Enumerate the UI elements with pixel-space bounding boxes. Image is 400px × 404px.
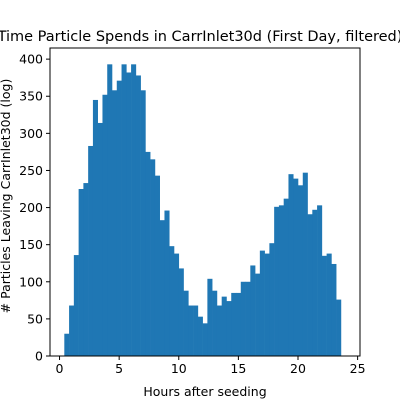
- histogram-bar: [174, 253, 180, 356]
- histogram-bar: [78, 189, 84, 356]
- histogram-bar: [193, 305, 199, 356]
- histogram-bar: [250, 265, 256, 356]
- histogram-bar: [178, 268, 184, 356]
- histogram-bar: [212, 290, 218, 356]
- histogram-bar: [202, 323, 208, 356]
- histogram-bar: [116, 80, 122, 356]
- histogram-bar: [150, 159, 156, 356]
- x-tick-label: 5: [115, 361, 123, 376]
- x-axis-label: Hours after seeding: [143, 384, 266, 399]
- histogram-bar: [302, 172, 308, 356]
- y-tick-label: 350: [19, 89, 43, 104]
- histogram-bar: [102, 94, 108, 356]
- histogram-bar: [64, 333, 70, 356]
- histogram-bar: [278, 205, 284, 356]
- histogram-bar: [283, 198, 289, 356]
- y-tick-label: 0: [35, 349, 43, 364]
- histogram-bar: [159, 220, 165, 356]
- histogram-bar: [83, 183, 89, 356]
- histogram-bar: [264, 253, 270, 356]
- histogram-bar: [288, 174, 294, 356]
- histogram-bar: [188, 305, 194, 356]
- x-tick-label: 25: [350, 361, 366, 376]
- histogram-bar: [97, 122, 103, 357]
- y-axis-label: # Particles Leaving CarrInlet30d (log): [0, 79, 13, 314]
- x-axis-ticks: 0 5 10 15 20 25: [56, 356, 366, 376]
- histogram-bar: [69, 305, 75, 356]
- histogram-bar: [92, 99, 98, 356]
- histogram-bar: [145, 151, 151, 356]
- axes-frame: [49, 47, 361, 357]
- y-axis-ticks: 0 50 100 150 200 250 300 350 400: [19, 52, 50, 364]
- histogram-bar: [226, 301, 232, 356]
- histogram-bar: [231, 292, 237, 356]
- histogram-bar: [183, 290, 189, 356]
- x-tick-label: 20: [290, 361, 306, 376]
- y-tick-label: 300: [19, 126, 43, 141]
- chart-title: Time Particle Spends in CarrInlet30d (Fi…: [0, 29, 400, 45]
- histogram-bar: [88, 145, 94, 356]
- histogram-bar: [197, 316, 203, 356]
- histogram-bar: [317, 205, 323, 356]
- histogram-bar: [255, 273, 261, 356]
- histogram-bar: [259, 250, 265, 356]
- x-tick-label: 10: [171, 361, 187, 376]
- histogram-bars: [64, 64, 342, 357]
- histogram-bar: [140, 90, 146, 357]
- histogram-bar: [298, 185, 304, 356]
- histogram-bar: [131, 64, 137, 356]
- histogram-bar: [240, 281, 246, 356]
- y-tick-label: 50: [27, 311, 43, 326]
- histogram-bar: [169, 246, 175, 356]
- y-tick-label: 250: [19, 163, 43, 178]
- y-tick-label: 100: [19, 274, 43, 289]
- histogram-bar: [312, 209, 318, 356]
- histogram-bar: [107, 64, 113, 356]
- histogram-bar: [307, 214, 313, 356]
- histogram-bar: [326, 253, 332, 356]
- histogram-bar: [245, 281, 251, 356]
- histogram-bar: [164, 210, 170, 356]
- histogram-bar: [236, 292, 242, 356]
- histogram-bar: [112, 90, 118, 357]
- histogram-bar: [216, 305, 222, 356]
- plot-border: [49, 47, 361, 357]
- histogram-bar: [336, 299, 342, 356]
- histogram-bar: [274, 206, 280, 356]
- histogram-bar: [73, 255, 79, 356]
- x-tick-label: 0: [56, 361, 64, 376]
- histogram-bar: [221, 296, 227, 356]
- histogram-bar: [207, 278, 213, 356]
- histogram-bar: [126, 72, 132, 357]
- histogram-bar: [154, 175, 160, 356]
- y-tick-label: 200: [19, 200, 43, 215]
- y-tick-label: 150: [19, 237, 43, 252]
- histogram-bar: [321, 255, 327, 356]
- histogram-bar: [135, 75, 141, 357]
- histogram-bar: [293, 178, 299, 356]
- x-tick-label: 15: [230, 361, 246, 376]
- histogram-bar: [331, 263, 337, 356]
- histogram-bar: [269, 243, 275, 356]
- y-tick-label: 400: [19, 52, 43, 67]
- histogram-bar: [121, 64, 127, 356]
